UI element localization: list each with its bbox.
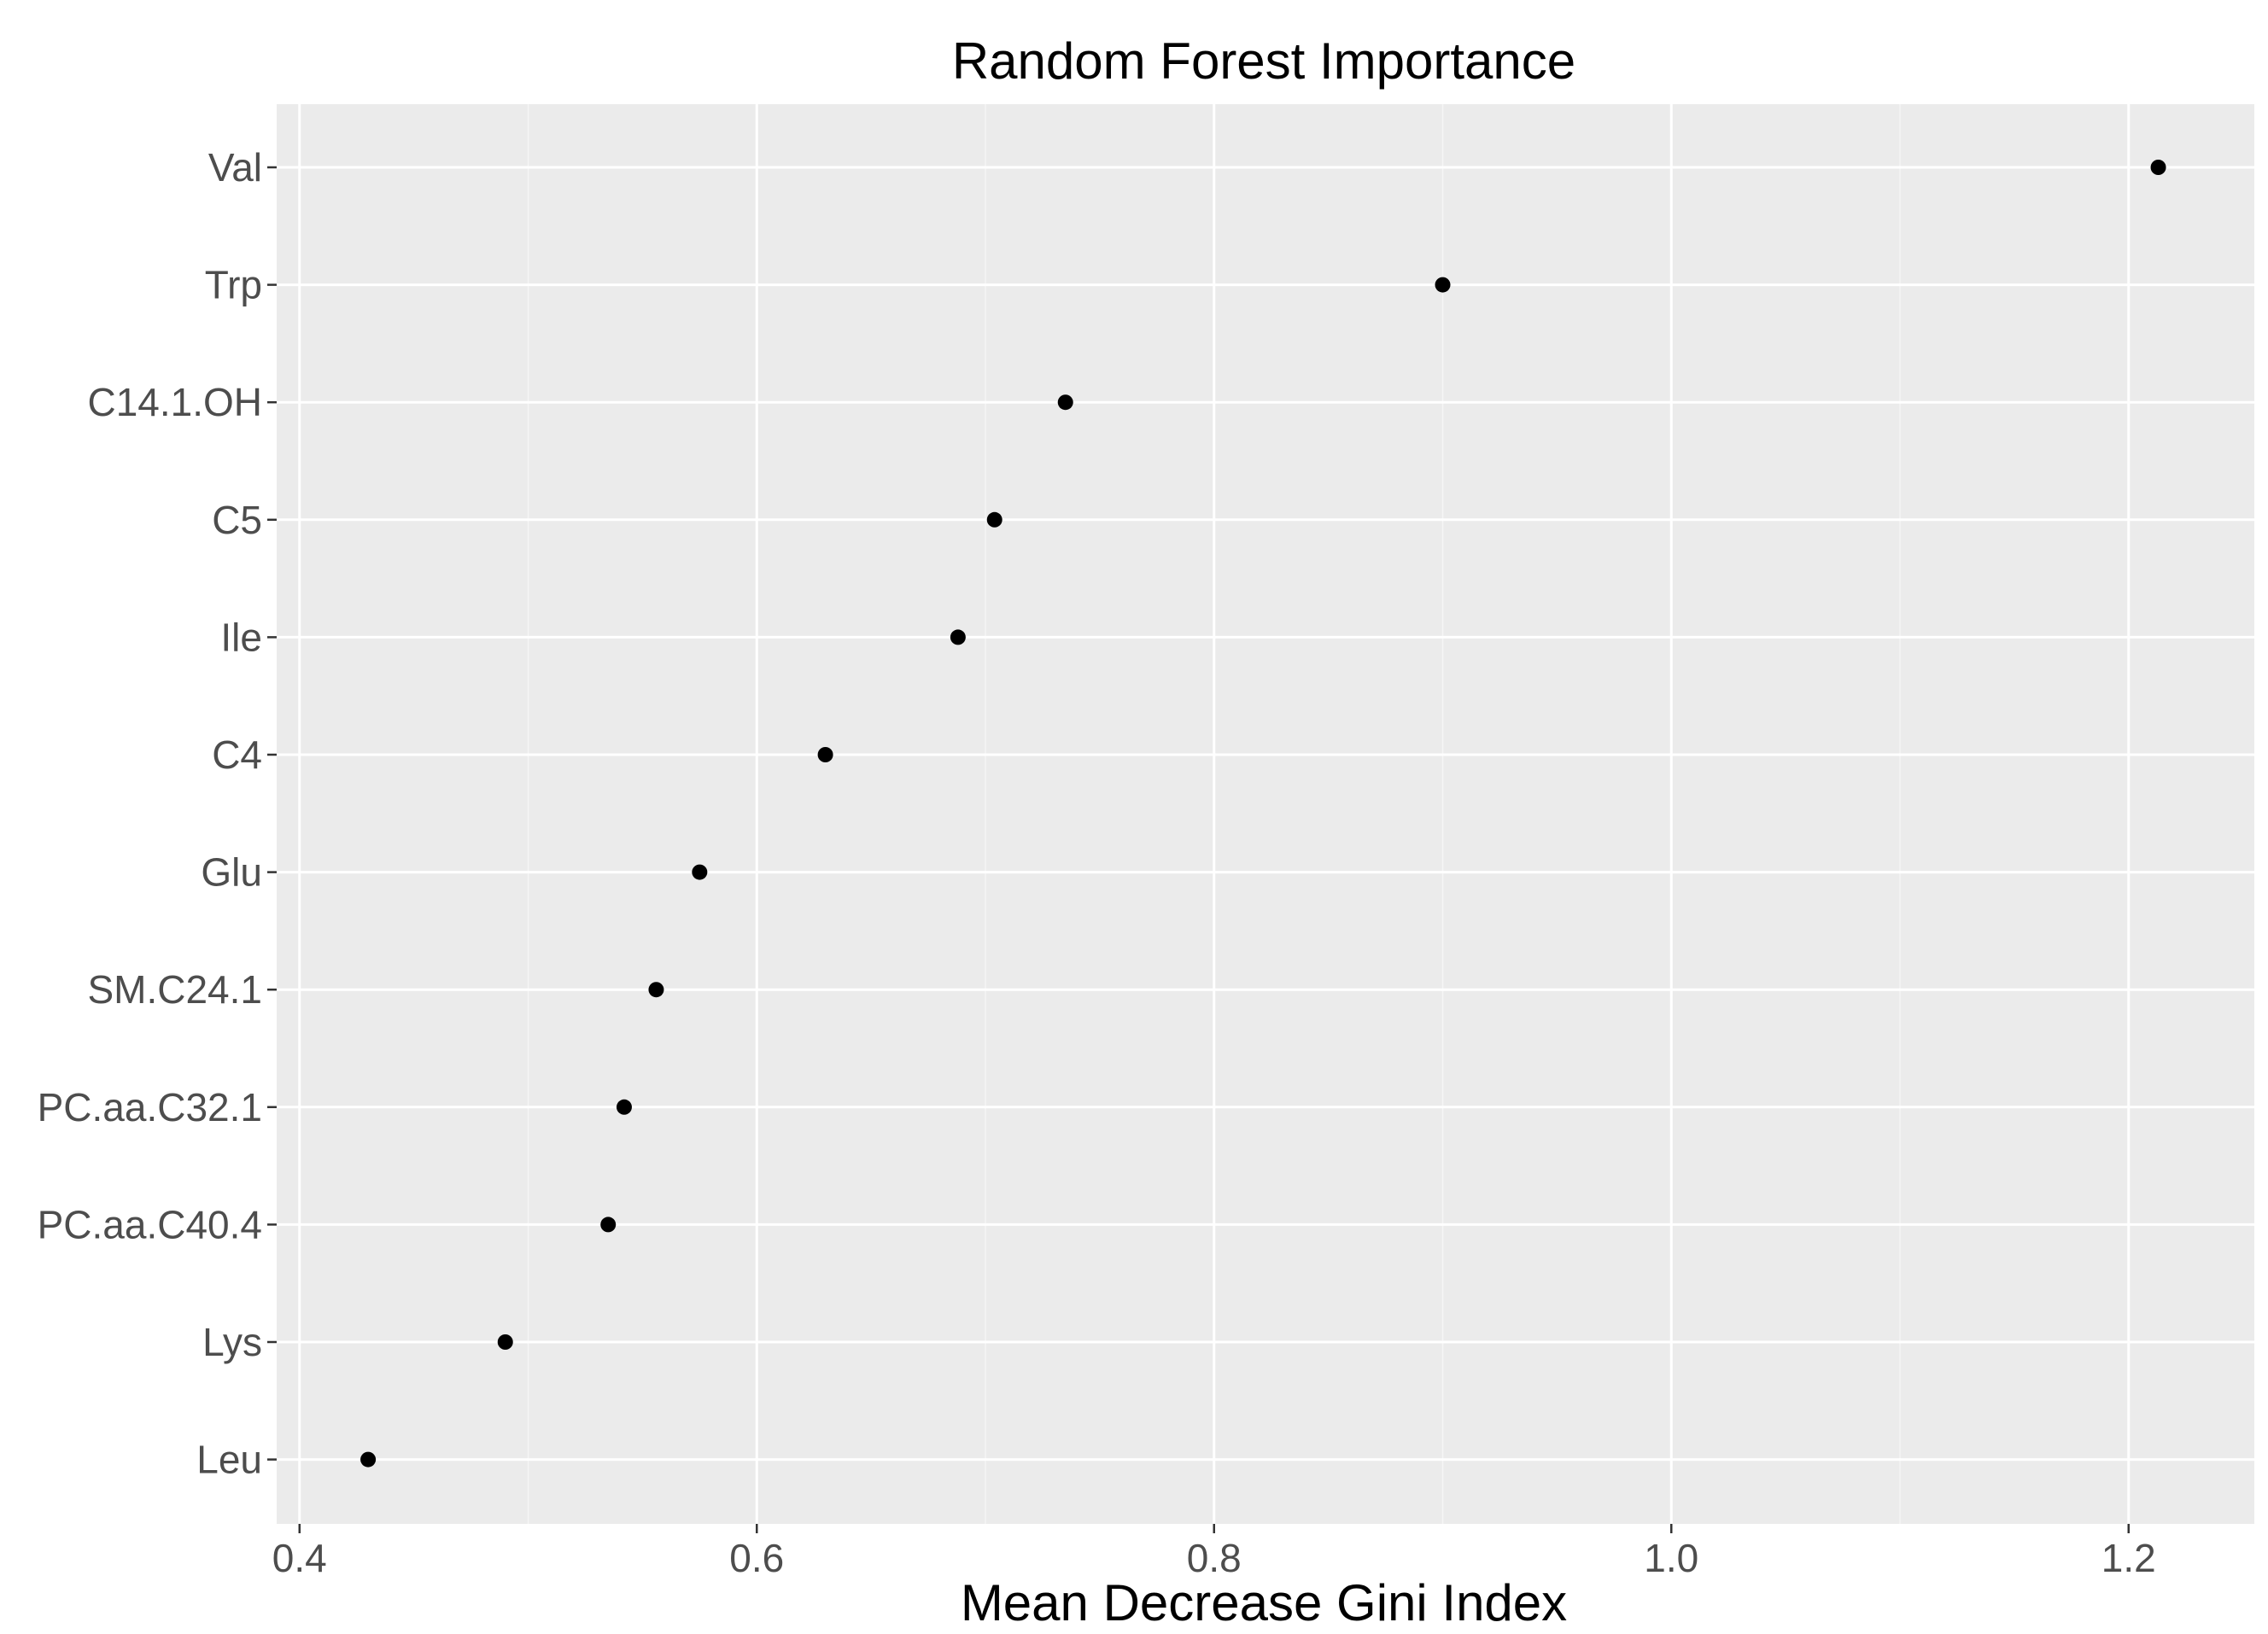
x-tick-label: 0.8 — [1187, 1536, 1242, 1580]
y-axis: Val Trp C14.1.OH C5 Ile C4 Glu SM.C24.1 PC.aa.C3… — [38, 145, 277, 1482]
data-point — [648, 982, 664, 998]
data-point — [600, 1217, 617, 1233]
data-point — [1435, 277, 1451, 293]
chart-title: Random Forest Importance — [952, 32, 1575, 90]
y-tick-label: Ile — [220, 615, 262, 659]
data-point — [1057, 394, 1073, 411]
plot-panel — [277, 104, 2254, 1524]
y-tick-label: Lys — [202, 1320, 262, 1364]
y-tick-label: Trp — [205, 263, 262, 307]
x-tick-label: 0.4 — [272, 1536, 327, 1580]
data-points — [360, 160, 2166, 1468]
data-point — [950, 629, 966, 645]
y-tick-label: SM.C24.1 — [87, 967, 262, 1012]
x-gridlines — [298, 104, 2131, 1524]
x-tick-label: 1.2 — [2101, 1536, 2156, 1580]
x-tick-label: 1.0 — [1644, 1536, 1698, 1580]
data-point — [692, 864, 708, 880]
y-tick-label: Glu — [201, 850, 262, 895]
data-point — [986, 511, 1002, 528]
y-tick-label: C5 — [212, 498, 262, 542]
data-point — [2150, 160, 2166, 175]
y-tick-label: C4 — [212, 732, 262, 777]
y-tick-label: C14.1.OH — [87, 380, 262, 424]
data-point — [360, 1451, 377, 1468]
x-axis-label: Mean Decrease Gini Index — [961, 1574, 1567, 1631]
x-tick-label: 0.6 — [729, 1536, 784, 1580]
data-point — [616, 1099, 632, 1115]
y-tick-label: Val — [208, 145, 262, 190]
x-axis: 0.4 0.6 0.8 1.0 1.2 — [272, 1524, 2156, 1580]
y-tick-label: PC.aa.C32.1 — [38, 1085, 262, 1129]
y-tick-label: Leu — [196, 1438, 262, 1482]
data-point — [497, 1334, 513, 1350]
data-point — [817, 747, 833, 762]
y-tick-label: PC.aa.C40.4 — [38, 1202, 262, 1246]
